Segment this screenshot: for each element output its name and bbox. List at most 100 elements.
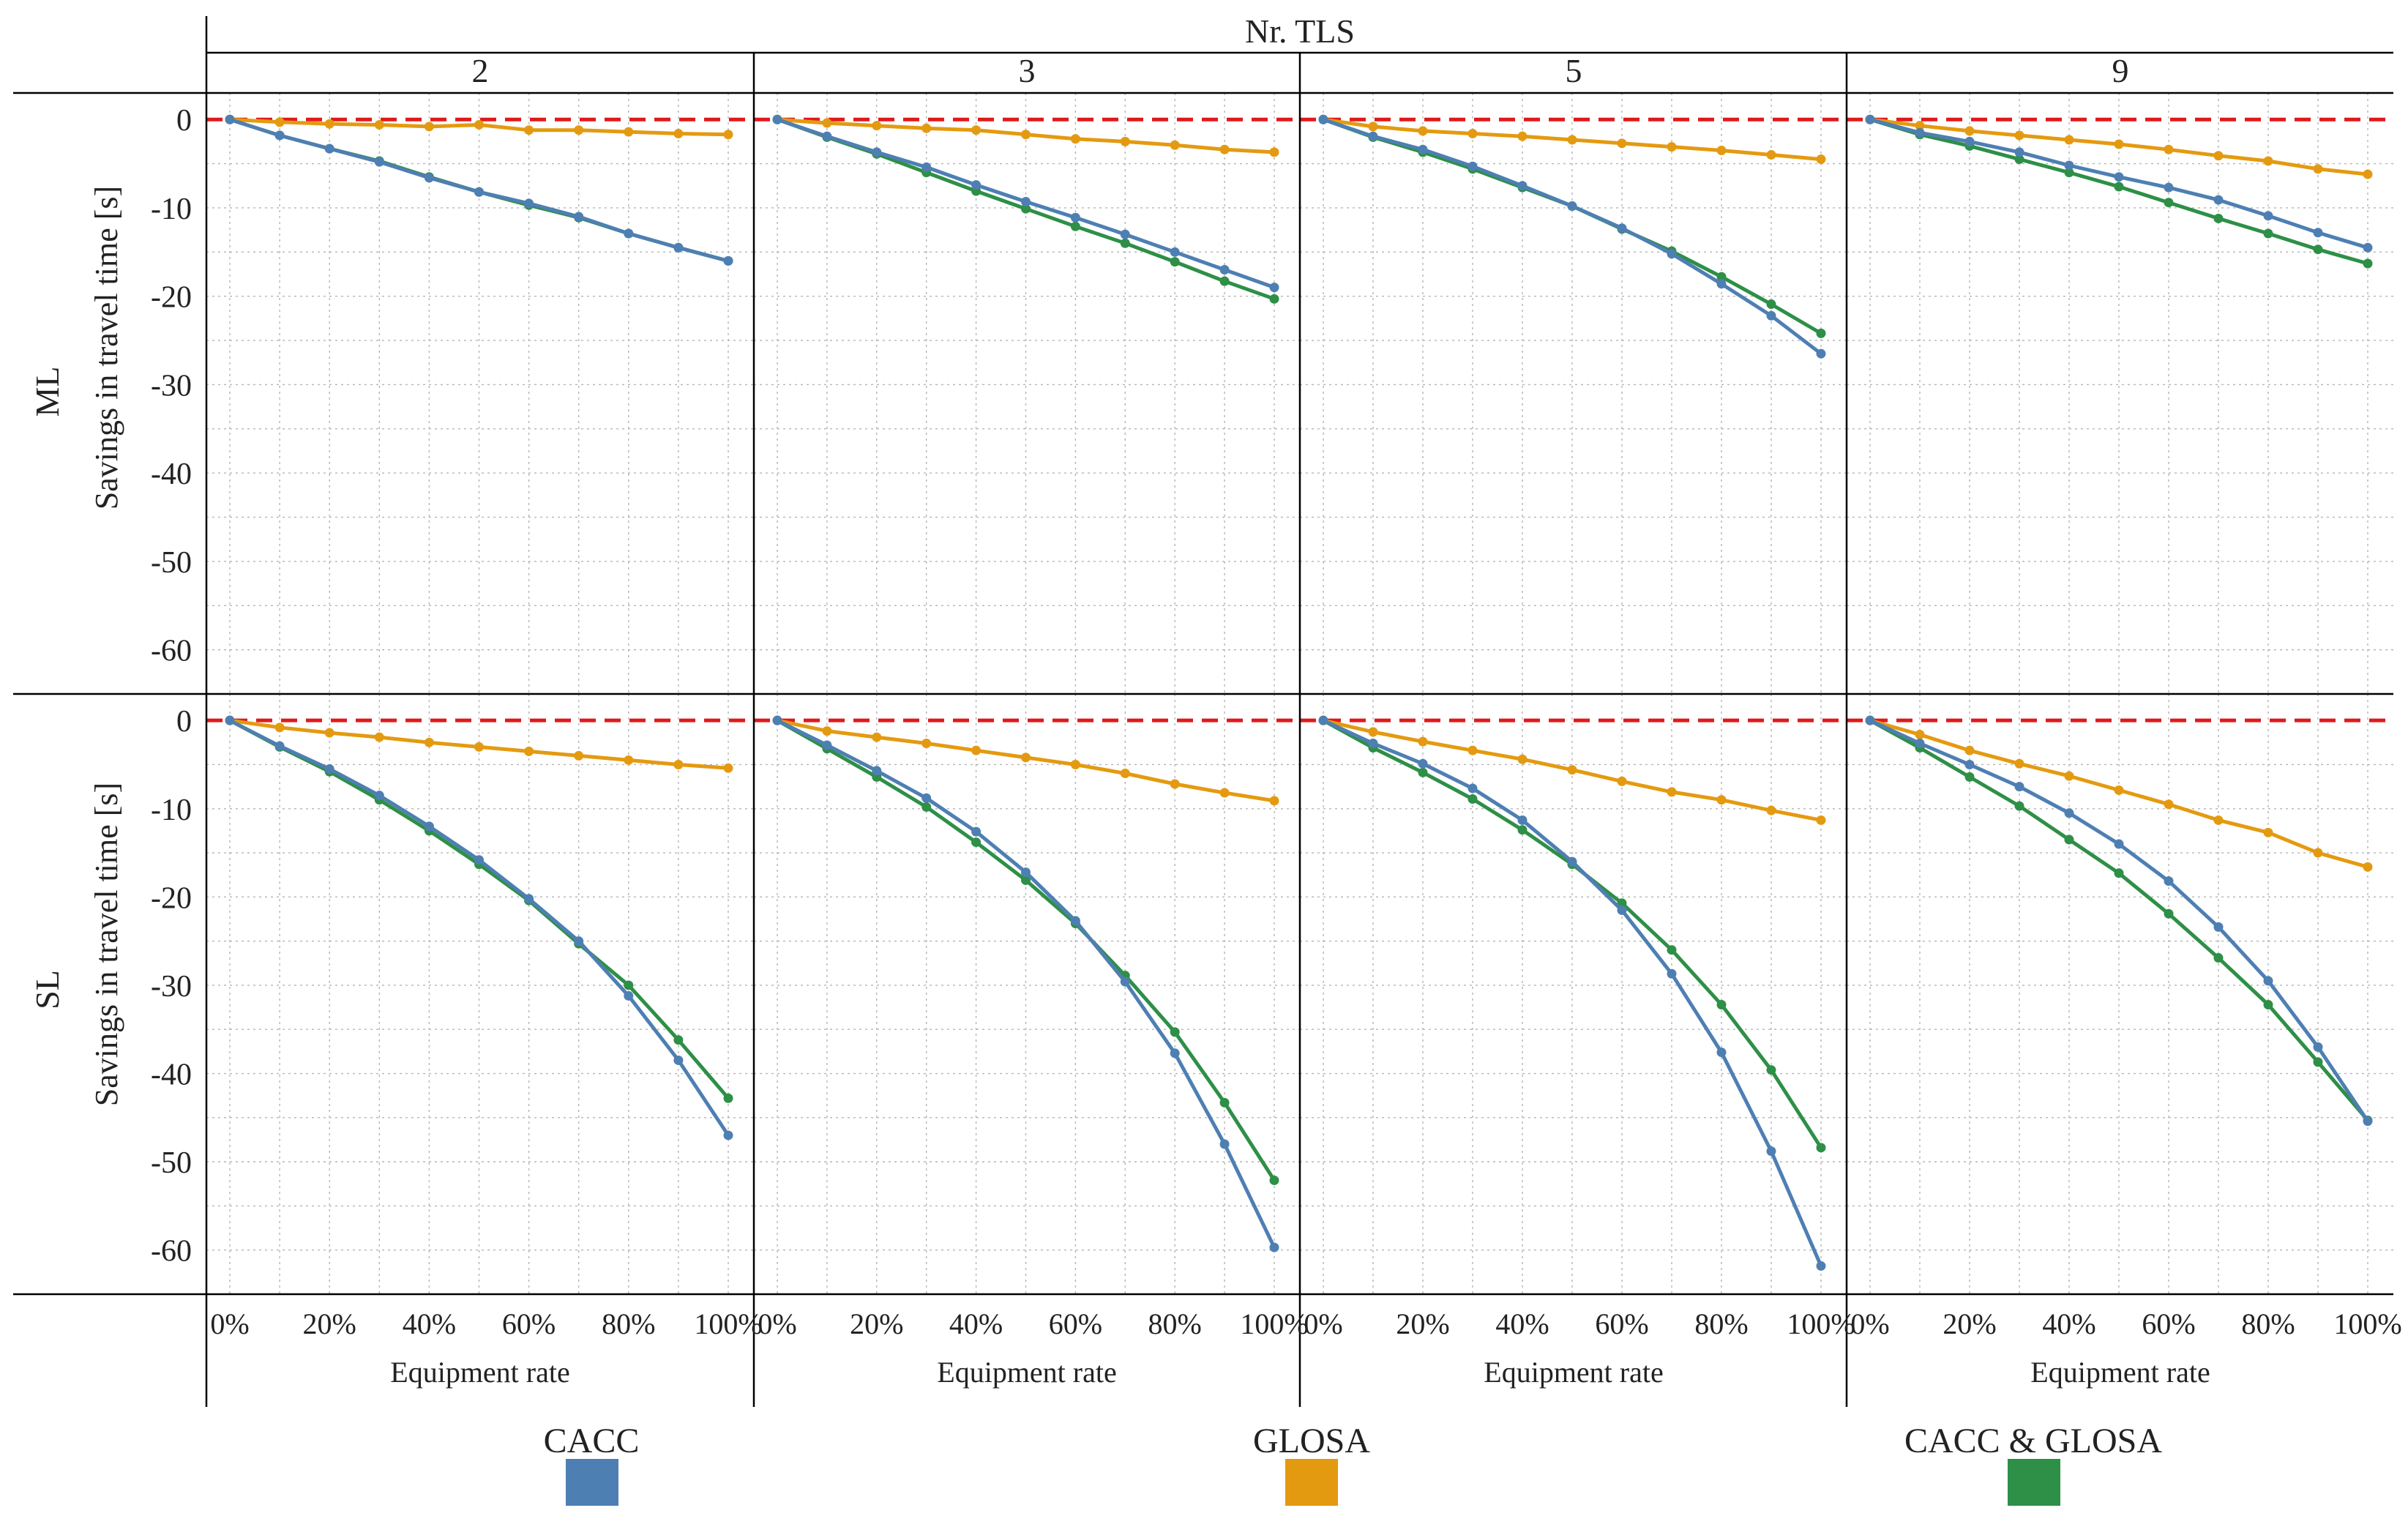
data-point-cacc: [1567, 201, 1577, 212]
data-point-cacc: [574, 936, 584, 946]
facet-column-label: 5: [1566, 52, 1582, 89]
data-point-glosa: [1617, 138, 1627, 149]
data-point-glosa: [474, 119, 484, 130]
data-point-cacc-glosa: [1716, 999, 1727, 1009]
data-point-cacc: [1517, 815, 1528, 825]
data-point-cacc: [1368, 131, 1378, 141]
data-point-cacc: [2213, 195, 2224, 205]
facet-column-label: 3: [1019, 52, 1036, 89]
data-point-cacc: [2313, 228, 2323, 238]
legend-label-glosa: GLOSA: [1253, 1422, 1370, 1460]
data-point-cacc: [822, 740, 832, 750]
y-tick-label: -50: [151, 546, 192, 580]
data-point-glosa: [1716, 145, 1727, 155]
data-point-glosa: [524, 746, 534, 756]
data-point-cacc: [424, 821, 434, 832]
data-point-glosa: [1219, 144, 1230, 154]
data-point-glosa: [1219, 788, 1230, 798]
data-point-cacc-glosa: [1716, 272, 1727, 282]
x-tick-label: 80%: [2241, 1307, 2295, 1340]
data-point-glosa: [2213, 815, 2224, 825]
data-point-cacc: [474, 855, 484, 865]
data-point-glosa: [2363, 862, 2373, 872]
x-tick-label: 100%: [694, 1307, 762, 1340]
data-point-cacc: [1667, 249, 1677, 259]
data-point-cacc: [2263, 211, 2273, 221]
data-point-glosa: [2263, 156, 2273, 166]
data-point-glosa: [1120, 136, 1130, 146]
data-point-cacc-glosa: [1418, 767, 1428, 777]
data-point-cacc-glosa: [1219, 1097, 1230, 1108]
data-point-cacc: [971, 180, 981, 190]
facet-column-title: Nr. TLS: [1245, 12, 1355, 50]
data-point-cacc: [872, 147, 882, 157]
data-point-cacc-glosa: [1021, 203, 1031, 214]
data-point-glosa: [1766, 150, 1776, 160]
data-point-cacc: [1219, 264, 1230, 275]
data-point-cacc-glosa: [921, 802, 932, 812]
data-point-cacc-glosa: [2014, 801, 2024, 811]
data-point-cacc: [1467, 161, 1478, 171]
data-point-cacc: [524, 894, 534, 904]
x-tick-label: 60%: [502, 1307, 556, 1340]
legend-label-cacc-glosa: CACC & GLOSA: [1904, 1422, 2162, 1460]
y-tick-label: -20: [151, 881, 192, 915]
data-point-cacc: [2064, 808, 2074, 818]
data-point-cacc: [1219, 1139, 1230, 1149]
data-point-cacc: [624, 990, 634, 1001]
data-point-glosa: [424, 122, 434, 132]
data-point-glosa: [2014, 758, 2024, 769]
x-tick-label: 60%: [1595, 1307, 1648, 1340]
x-axis-title: Equipment rate: [1484, 1356, 1663, 1389]
data-point-glosa: [1816, 815, 1826, 825]
data-point-cacc: [1617, 905, 1627, 915]
data-point-glosa: [1021, 753, 1031, 763]
x-tick-label: 40%: [949, 1307, 1003, 1340]
data-point-cacc-glosa: [2064, 834, 2074, 845]
data-point-glosa: [1915, 729, 1925, 739]
data-point-cacc: [624, 228, 634, 239]
y-axis-title: Savings in travel time [s]: [89, 783, 124, 1106]
data-point-glosa: [1418, 736, 1428, 747]
data-point-cacc: [1865, 114, 1875, 124]
data-point-glosa: [2263, 827, 2273, 837]
zero-reference-lines: [206, 117, 2393, 722]
y-tick-label: -20: [151, 281, 192, 315]
y-tick-label: -10: [151, 794, 192, 827]
data-point-glosa: [1964, 745, 1975, 755]
data-point-cacc: [1766, 310, 1776, 321]
data-point-glosa: [872, 732, 882, 742]
data-point-cacc: [474, 187, 484, 197]
data-point-glosa: [1467, 129, 1478, 139]
data-point-glosa: [1964, 126, 1975, 136]
x-tick-label: 20%: [303, 1307, 356, 1340]
data-point-glosa: [2064, 771, 2074, 781]
y-tick-label: -10: [151, 193, 192, 226]
data-point-cacc: [1964, 759, 1975, 769]
data-point-glosa: [2313, 164, 2323, 174]
data-point-glosa: [1567, 765, 1577, 775]
data-point-cacc-glosa: [2263, 228, 2273, 239]
data-point-glosa: [2213, 151, 2224, 161]
data-point-cacc-glosa: [624, 980, 634, 990]
data-point-glosa: [1766, 805, 1776, 815]
x-tick-label: 20%: [850, 1307, 903, 1340]
data-point-cacc: [1021, 867, 1031, 878]
data-point-cacc: [1766, 1146, 1776, 1157]
data-point-cacc: [1368, 739, 1378, 749]
data-point-cacc-glosa: [1816, 1143, 1826, 1153]
data-point-glosa: [1170, 779, 1180, 789]
data-point-cacc-glosa: [2114, 182, 2124, 192]
data-point-glosa: [324, 728, 334, 738]
data-point-glosa: [574, 125, 584, 135]
data-point-glosa: [921, 739, 932, 749]
data-point-glosa: [524, 125, 534, 135]
data-point-glosa: [1667, 787, 1677, 797]
data-point-glosa: [2064, 135, 2074, 145]
data-point-glosa: [374, 119, 384, 130]
x-tick-label: 40%: [403, 1307, 456, 1340]
data-point-glosa: [1716, 795, 1727, 805]
x-axis-title: Equipment rate: [390, 1356, 569, 1389]
series-lines: [225, 114, 2373, 1271]
data-point-cacc: [1567, 856, 1577, 867]
